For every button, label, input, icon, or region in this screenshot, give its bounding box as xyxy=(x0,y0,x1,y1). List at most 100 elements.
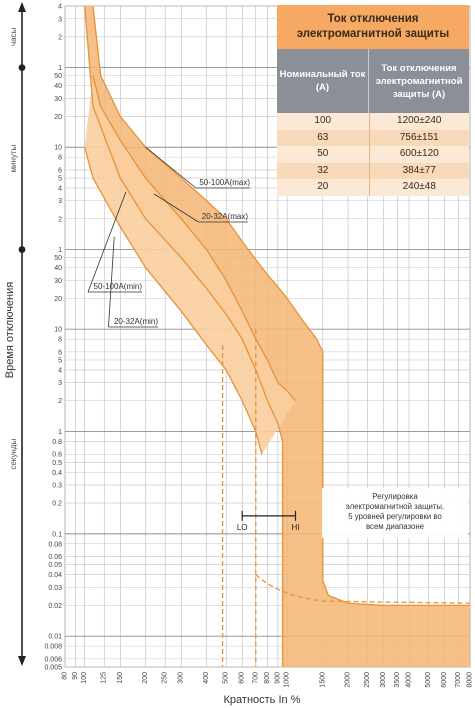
curve-label-leader xyxy=(145,146,197,189)
y-tick-label: 50 xyxy=(54,73,62,80)
x-tick-label: 900 xyxy=(274,672,281,684)
y-tick-label: 0.4 xyxy=(52,470,62,477)
x-tick-label: 300 xyxy=(178,672,185,684)
y-tick-label: 4 xyxy=(58,185,62,192)
y-tick-label: 0.3 xyxy=(52,483,62,490)
y-tick-label: 2 xyxy=(58,216,62,223)
x-tick-label: 80 xyxy=(62,672,69,680)
table-cell-nominal: 32 xyxy=(277,162,370,180)
time-unit-label: секунды xyxy=(9,439,18,470)
curve-label: 50-100A(max) xyxy=(199,178,250,187)
chart-axes: 80 90 100 125 150 200 250 300 400 500 600 700 800 900… xyxy=(9,2,474,688)
x-tick-label: 500 xyxy=(223,672,230,684)
adjust-note-line: 5 уровней регулировки во xyxy=(348,512,442,521)
curve-50-100a-max xyxy=(92,5,470,607)
y-tick-label: 1 xyxy=(58,429,62,436)
y-axis-label: Время отключения xyxy=(4,282,16,378)
table-row: 100 1200±240 xyxy=(277,113,469,130)
adjust-note-box xyxy=(322,488,468,538)
x-tick-label: 3000 xyxy=(380,672,387,688)
x-tick-label: 125 xyxy=(101,672,108,684)
y-tick-label: 8 xyxy=(58,155,62,162)
x-tick-label: 5000 xyxy=(425,672,432,688)
trip-band-20-32a xyxy=(84,75,296,455)
table-cell-trip: 600±120 xyxy=(399,148,439,160)
y-tick-label: 0.6 xyxy=(52,452,62,459)
table-cell-trip: 240±48 xyxy=(402,181,436,193)
curve-20-32a-max xyxy=(92,75,297,402)
table-cell-nominal: 50 xyxy=(277,146,370,163)
y-tick-label: 0.008 xyxy=(44,644,62,651)
curve-label-leader xyxy=(108,236,115,328)
x-axis-label: Кратность In % xyxy=(224,694,301,706)
table-row: 63 756±151 xyxy=(277,129,469,147)
x-tick-label: 1000 xyxy=(284,672,291,688)
x-tick-label: 1500 xyxy=(319,672,326,688)
y-tick-label: 3 xyxy=(58,16,62,23)
x-tick-label: 4000 xyxy=(406,672,413,688)
table-title: Ток отключения электромагнитной защиты xyxy=(277,5,469,49)
y-tick-label: 0.05 xyxy=(48,562,62,569)
table-cell-trip: 1200±240 xyxy=(397,115,442,126)
y-tick-label: 30 xyxy=(54,96,62,103)
y-tick-label: 6 xyxy=(58,167,62,174)
y-tick-label: 0.8 xyxy=(52,439,62,446)
y-tick-label: 0.03 xyxy=(48,585,62,592)
y-tick-label: 8 xyxy=(58,337,62,344)
trip-band-50-100a xyxy=(84,6,471,667)
x-tick-label: 8000 xyxy=(467,672,474,688)
adjust-note-line: всем диапазоне xyxy=(366,522,424,531)
adjust-hi-label: HI xyxy=(292,523,300,532)
y-tick-label: 40 xyxy=(54,265,62,272)
table-cell-trip: 756±151 xyxy=(399,131,439,143)
axis-unit-marker xyxy=(18,246,26,253)
adjust-note-line: Регулировка xyxy=(372,492,418,501)
table-row: 32 384±77 xyxy=(277,162,469,180)
y-tick-label: 0.01 xyxy=(48,634,62,641)
trip-curves xyxy=(83,5,471,667)
x-tick-label: 2500 xyxy=(364,672,371,688)
curve-label-leader xyxy=(87,191,127,293)
y-tick-label: 0.2 xyxy=(52,501,62,508)
y-tick-label: 10 xyxy=(54,145,62,152)
x-tick-label: 600 xyxy=(239,672,246,684)
adjust-lo-label: LO xyxy=(237,523,248,532)
x-tick-label: 2000 xyxy=(345,672,352,688)
curve-20-32a-min xyxy=(83,147,263,455)
table-cell-nominal: 63 xyxy=(277,129,370,147)
table-cell-nominal: 20 xyxy=(277,179,370,196)
x-tick-label: 6000 xyxy=(441,672,448,688)
table-header-nominal: Номинальный ток (А) xyxy=(277,49,369,113)
y-tick-label: 1 xyxy=(58,65,62,72)
curve-label: 20-32A(max) xyxy=(202,212,249,221)
instant-trip-dashed-tail xyxy=(255,574,471,604)
time-unit-label: минуты xyxy=(9,144,18,172)
curve-labels: 50-100A(max) 20-32A(max) 50-100A(min) 20-32… xyxy=(87,146,468,538)
y-tick-label: 0.006 xyxy=(44,656,62,663)
table-cell-nominal: 100 xyxy=(277,113,370,130)
y-tick-label: 10 xyxy=(54,327,62,334)
y-tick-label: 3 xyxy=(58,198,62,205)
x-tick-label: 700 xyxy=(252,672,259,684)
y-tick-label: 3 xyxy=(58,380,62,387)
curve-label: 20-32A(min) xyxy=(114,317,158,326)
x-tick-label: 100 xyxy=(81,672,88,684)
y-tick-label: 5 xyxy=(58,176,62,183)
x-tick-label: 250 xyxy=(162,672,169,684)
x-tick-label: 800 xyxy=(264,672,271,684)
axis-arrow-down-icon xyxy=(18,656,26,666)
x-tick-label: 400 xyxy=(203,672,210,684)
y-tick-label: 0.02 xyxy=(48,603,62,610)
y-tick-label: 6 xyxy=(58,349,62,356)
axis-arrow-up-icon xyxy=(18,2,26,12)
y-tick-label: 20 xyxy=(54,114,62,121)
y-tick-label: 50 xyxy=(54,255,62,262)
y-tick-label: 0.005 xyxy=(44,665,62,672)
trip-current-table: Ток отключения электромагнитной защиты Н… xyxy=(277,5,469,196)
table-header-trip: Ток отключения электромагнитной защиты (… xyxy=(369,49,469,113)
y-tick-label: 0.08 xyxy=(48,541,62,548)
y-tick-label: 40 xyxy=(54,83,62,90)
table-row: 50 600±120 xyxy=(277,146,469,163)
adjust-note-line: электромагнитной защиты. xyxy=(346,502,444,511)
y-tick-label: 0.04 xyxy=(48,572,62,579)
